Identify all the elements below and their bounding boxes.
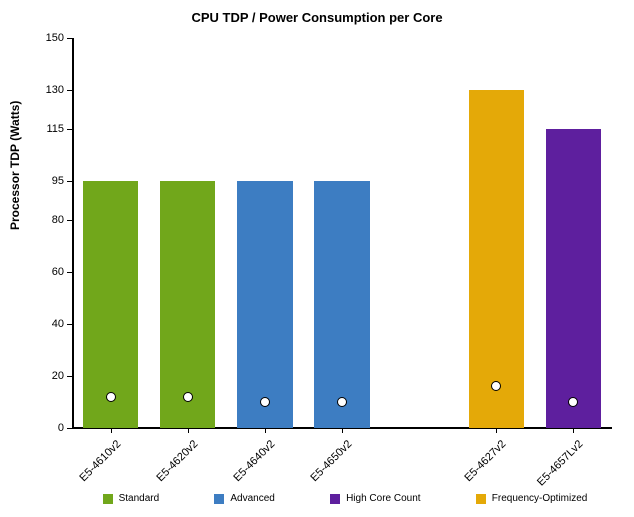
ytick-mark (67, 181, 72, 182)
ytick-label: 115 (34, 123, 64, 135)
ytick-label: 20 (34, 370, 64, 382)
plot-area: 02040608095115130150E5-4610v2E5-4620v2E5… (72, 38, 612, 428)
legend-swatch (476, 494, 486, 504)
legend-item: Standard (103, 493, 160, 504)
bar (237, 181, 293, 428)
tdp-chart: CPU TDP / Power Consumption per Core Pro… (0, 0, 634, 510)
per-core-marker (260, 397, 270, 407)
ytick-label: 0 (34, 422, 64, 434)
per-core-marker (106, 392, 116, 402)
y-axis-line (72, 38, 74, 428)
ytick-label: 130 (34, 84, 64, 96)
xtick-mark (111, 428, 112, 433)
legend-label: Frequency-Optimized (492, 493, 588, 504)
legend-swatch (214, 494, 224, 504)
chart-title: CPU TDP / Power Consumption per Core (0, 10, 634, 25)
bar (83, 181, 139, 428)
xtick-mark (188, 428, 189, 433)
xtick-mark (573, 428, 574, 433)
ytick-label: 60 (34, 266, 64, 278)
x-category-label: E5-4627v2 (430, 438, 509, 517)
ytick-mark (67, 272, 72, 273)
y-axis-label: Processor TDP (Watts) (8, 101, 22, 230)
bar (546, 129, 602, 428)
legend-label: High Core Count (346, 493, 420, 504)
legend-item: Advanced (214, 493, 274, 504)
ytick-label: 80 (34, 214, 64, 226)
x-category-label: E5-4620v2 (121, 438, 200, 517)
legend-label: Standard (119, 493, 160, 504)
ytick-label: 95 (34, 175, 64, 187)
bar (160, 181, 216, 428)
x-category-label: E5-4650v2 (275, 438, 354, 517)
ytick-label: 40 (34, 318, 64, 330)
legend-item: High Core Count (330, 493, 420, 504)
bar (314, 181, 370, 428)
xtick-mark (342, 428, 343, 433)
legend-label: Advanced (230, 493, 274, 504)
x-category-label: E5-4610v2 (44, 438, 123, 517)
per-core-marker (337, 397, 347, 407)
ytick-mark (67, 324, 72, 325)
legend-swatch (103, 494, 113, 504)
per-core-marker (183, 392, 193, 402)
ytick-mark (67, 38, 72, 39)
ytick-mark (67, 428, 72, 429)
xtick-mark (265, 428, 266, 433)
ytick-label: 150 (34, 32, 64, 44)
x-category-label: E5-4657Lv2 (507, 438, 586, 517)
bar (469, 90, 525, 428)
ytick-mark (67, 90, 72, 91)
legend-item: Frequency-Optimized (476, 493, 588, 504)
legend: Standard Advanced High Core Count Frequency… (75, 493, 615, 504)
xtick-mark (496, 428, 497, 433)
ytick-mark (67, 376, 72, 377)
x-category-label: E5-4640v2 (198, 438, 277, 517)
ytick-mark (67, 129, 72, 130)
ytick-mark (67, 220, 72, 221)
legend-swatch (330, 494, 340, 504)
